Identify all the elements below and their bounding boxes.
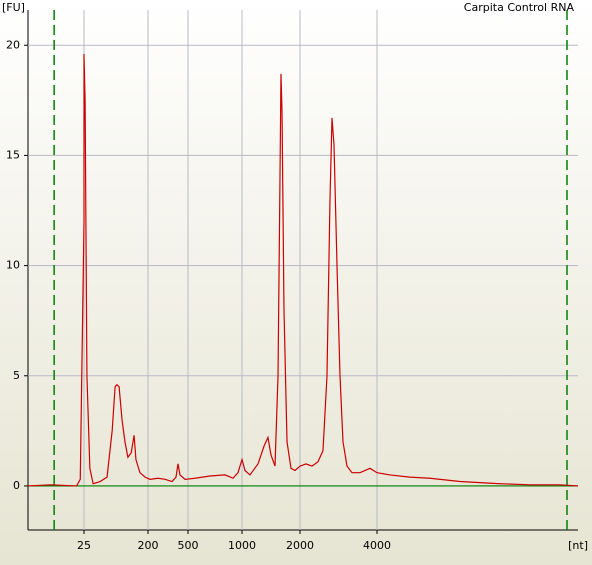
y-tick-label: 10 [6,259,20,272]
y-tick-label: 20 [6,38,20,51]
chart-title: Carpita Control RNA [464,1,575,14]
x-tick-label: 1000 [228,539,256,552]
y-tick-label: 15 [6,148,20,161]
x-tick-label: 200 [138,539,159,552]
x-tick-label: 25 [77,539,91,552]
y-tick-label: 5 [13,369,20,382]
y-tick-label: 0 [13,479,20,492]
x-tick-label: 500 [178,539,199,552]
trace-line [27,54,579,487]
x-tick-label: 4000 [363,539,391,552]
x-tick-label: 2000 [286,539,314,552]
x-axis-label: [nt] [568,539,588,552]
y-axis-label: [FU] [2,1,25,14]
